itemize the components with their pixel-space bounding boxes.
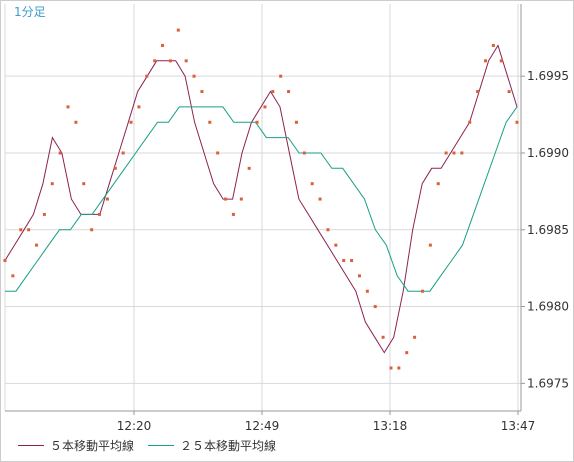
price-point	[389, 366, 393, 370]
legend: ５本移動平均線 ２５本移動平均線	[18, 437, 290, 454]
price-point	[397, 366, 401, 370]
price-point	[263, 105, 267, 109]
price-point	[145, 74, 149, 78]
legend-item-ma25: ２５本移動平均線	[148, 437, 276, 454]
price-point	[161, 43, 165, 47]
price-point	[507, 90, 511, 94]
price-point	[231, 212, 235, 216]
price-point	[74, 120, 78, 124]
price-point	[247, 166, 251, 170]
price-point	[168, 59, 172, 63]
price-point	[444, 151, 448, 155]
price-point	[405, 351, 409, 355]
price-point	[302, 151, 306, 155]
price-point	[208, 120, 212, 124]
price-point	[255, 120, 259, 124]
price-point	[373, 305, 377, 309]
y-tick-label: 1.6980	[527, 300, 569, 314]
price-point	[153, 59, 157, 63]
plot-area	[3, 28, 519, 370]
price-point	[105, 197, 109, 201]
price-point	[318, 197, 322, 201]
price-point	[350, 258, 354, 262]
price-point	[468, 120, 472, 124]
x-tick-label: 12:49	[245, 419, 280, 433]
price-point	[224, 197, 228, 201]
price-point	[420, 289, 424, 293]
legend-line-ma25	[148, 445, 175, 446]
price-point	[499, 59, 503, 63]
price-point	[239, 197, 243, 201]
price-point	[515, 120, 519, 124]
price-point	[216, 151, 220, 155]
price-point	[287, 90, 291, 94]
x-tick-label: 13:18	[373, 419, 408, 433]
legend-item-ma5: ５本移動平均線	[18, 437, 134, 454]
price-point	[334, 243, 338, 247]
price-point	[310, 182, 314, 186]
price-point	[98, 212, 102, 216]
price-point	[35, 243, 39, 247]
price-point	[192, 74, 196, 78]
price-point	[184, 59, 188, 63]
price-point	[491, 43, 495, 47]
price-point	[19, 228, 23, 232]
x-tick-label: 13:47	[501, 419, 536, 433]
timeframe-label: 1分足	[14, 5, 46, 19]
price-point	[66, 105, 70, 109]
price-point	[460, 151, 464, 155]
price-point	[11, 274, 15, 278]
grid-lines	[4, 4, 521, 411]
price-point	[271, 90, 275, 94]
price-point	[294, 120, 298, 124]
price-point	[90, 228, 94, 232]
price-point	[176, 28, 180, 32]
price-point	[357, 274, 361, 278]
legend-label-ma25: ２５本移動平均線	[180, 439, 277, 453]
price-point	[342, 258, 346, 262]
price-point	[137, 105, 141, 109]
legend-label-ma5: ５本移動平均線	[50, 439, 135, 453]
price-point	[58, 151, 62, 155]
price-point	[365, 289, 369, 293]
y-axis: 1.6975 1.6980 1.6985 1.6990 1.6995	[520, 4, 569, 411]
price-point	[42, 212, 46, 216]
ma25-line	[5, 106, 518, 292]
legend-line-ma5	[18, 445, 44, 446]
price-point	[413, 335, 417, 339]
y-tick-label: 1.6985	[527, 223, 569, 237]
price-point	[326, 228, 330, 232]
price-point	[483, 59, 487, 63]
price-point	[82, 182, 86, 186]
price-point	[381, 335, 385, 339]
price-point	[452, 151, 456, 155]
price-point	[3, 258, 7, 262]
price-point	[129, 120, 133, 124]
price-point	[121, 151, 125, 155]
y-tick-label: 1.6975	[527, 376, 569, 390]
price-point	[27, 228, 31, 232]
price-point	[200, 90, 204, 94]
y-tick-label: 1.6995	[527, 69, 569, 83]
price-point	[428, 243, 432, 247]
price-point	[50, 182, 54, 186]
price-point	[436, 182, 440, 186]
x-tick-label: 12:20	[117, 419, 152, 433]
y-tick-label: 1.6990	[527, 146, 569, 160]
x-axis: 12:20 12:49 13:18 13:47	[5, 410, 536, 433]
price-point	[113, 166, 117, 170]
price-point	[476, 90, 480, 94]
price-point	[279, 74, 283, 78]
